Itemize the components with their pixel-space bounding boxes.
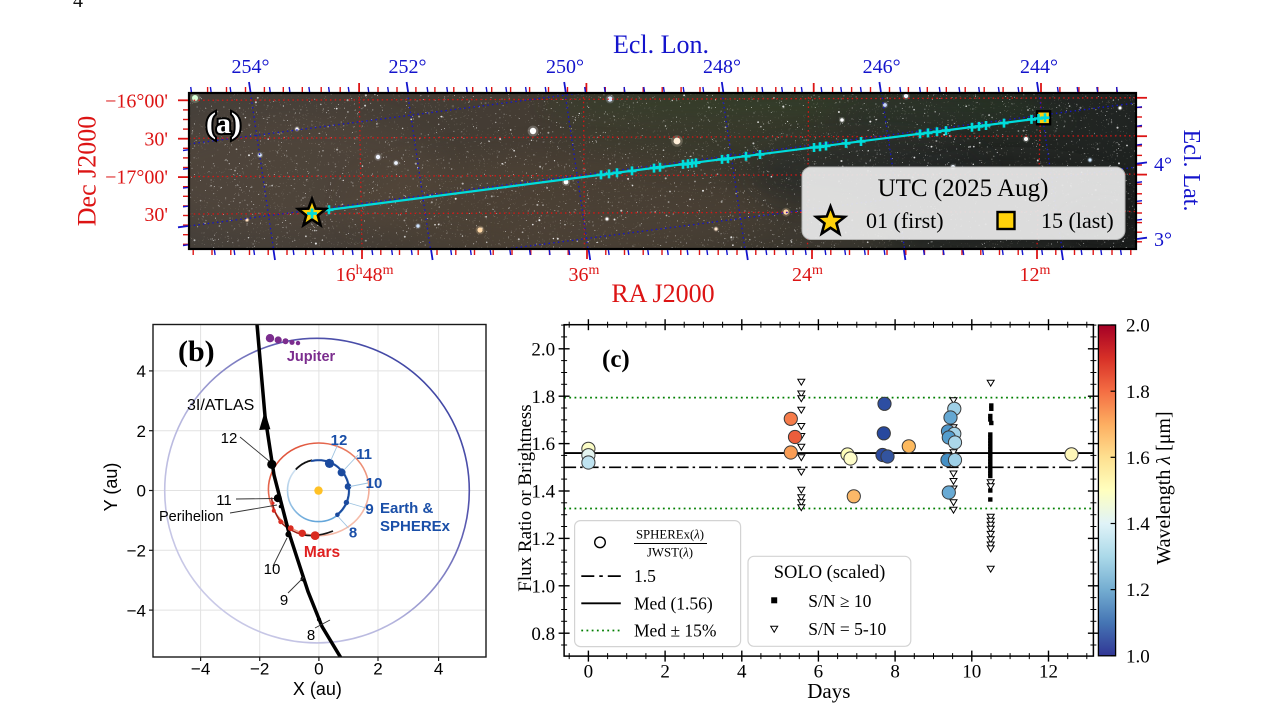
svg-text:12: 12 [1039,662,1058,683]
svg-text:−4: −4 [191,660,210,679]
svg-text:1.8: 1.8 [531,387,555,408]
svg-text:Mars: Mars [304,544,340,561]
svg-text:1.0: 1.0 [1126,646,1150,667]
svg-text:254°: 254° [232,56,270,78]
svg-text:−4: −4 [127,601,146,620]
svg-text:12: 12 [331,432,348,449]
svg-text:Jupiter: Jupiter [287,349,336,365]
svg-text:4: 4 [434,660,443,679]
svg-text:1.5: 1.5 [634,566,656,586]
svg-text:252°: 252° [389,56,427,78]
svg-text:248°: 248° [703,56,741,78]
svg-text:12: 12 [221,430,238,447]
svg-text:S/N = 5-10: S/N = 5-10 [808,619,886,639]
svg-text:Dec J2000: Dec J2000 [73,116,102,226]
svg-text:2.0: 2.0 [531,339,555,360]
svg-text:1.4: 1.4 [531,482,555,503]
svg-text:8: 8 [349,525,357,542]
svg-text:1.6: 1.6 [531,434,555,455]
svg-text:1.4: 1.4 [1126,514,1150,535]
svg-text:244°: 244° [1020,56,1058,78]
svg-text:01 (first): 01 (first) [866,208,944,233]
svg-text:1.6: 1.6 [1126,448,1150,469]
svg-text:0: 0 [314,660,323,679]
svg-text:0: 0 [137,482,146,501]
svg-text:0.8: 0.8 [531,624,555,645]
svg-text:2: 2 [660,662,670,683]
svg-text:Ecl. Lon.: Ecl. Lon. [613,30,709,59]
svg-text:9: 9 [280,592,288,609]
svg-text:Med (1.56): Med (1.56) [634,594,713,614]
svg-text:−2: −2 [250,660,269,679]
svg-text:11: 11 [356,446,372,463]
svg-text:−16°00': −16°00' [105,90,168,112]
svg-text:(c): (c) [602,346,630,373]
svg-text:4: 4 [137,362,146,381]
svg-text:RA J2000: RA J2000 [611,279,714,308]
svg-text:Ecl. Lat.: Ecl. Lat. [1178,130,1204,212]
svg-text:SOLO (scaled): SOLO (scaled) [774,563,885,583]
svg-text:246°: 246° [863,56,901,78]
svg-text:8: 8 [890,662,900,683]
svg-text:Days: Days [807,679,850,703]
svg-text:JWST(λ): JWST(λ) [647,546,693,560]
svg-text:10: 10 [366,475,383,492]
svg-text:Y (au): Y (au) [101,463,121,512]
svg-text:Wavelength λ [μm]: Wavelength λ [μm] [1153,411,1175,564]
svg-text:Earth &: Earth & [380,500,434,517]
svg-text:8: 8 [307,627,315,644]
svg-text:−17°00': −17°00' [105,167,168,189]
svg-text:Flux Ratio or Brightness: Flux Ratio or Brightness [515,404,536,591]
svg-text:1.0: 1.0 [531,576,555,597]
svg-text:SPHEREx: SPHEREx [380,518,451,535]
svg-text:1.8: 1.8 [1126,382,1150,403]
svg-text:16h48m: 16h48m [336,263,394,286]
svg-text:−2: −2 [127,542,146,561]
svg-text:10: 10 [962,662,981,683]
svg-text:S/N ≥ 10: S/N ≥ 10 [808,591,871,611]
svg-text:(b): (b) [178,335,215,368]
svg-text:4: 4 [73,0,83,12]
svg-text:3I/ATLAS: 3I/ATLAS [187,397,254,414]
svg-text:15 (last): 15 (last) [1041,208,1114,233]
svg-text:30': 30' [144,128,168,150]
svg-text:2: 2 [137,422,146,441]
svg-text:10: 10 [264,561,281,578]
svg-text:Med ± 15%: Med ± 15% [634,621,717,641]
svg-text:1.2: 1.2 [531,529,555,550]
svg-text:11: 11 [216,492,232,509]
svg-text:30': 30' [144,204,168,226]
svg-text:6: 6 [814,662,824,683]
svg-text:2.0: 2.0 [1126,316,1150,337]
svg-text:0: 0 [584,662,594,683]
svg-text:4°: 4° [1154,154,1172,176]
svg-text:UTC (2025 Aug): UTC (2025 Aug) [878,175,1049,202]
svg-text:9: 9 [365,501,373,518]
svg-text:1.2: 1.2 [1126,580,1150,601]
svg-text:Perihelion: Perihelion [159,509,224,525]
svg-text:X (au): X (au) [293,679,342,699]
svg-text:SPHEREx(λ): SPHEREx(λ) [636,528,704,542]
svg-text:4: 4 [737,662,747,683]
svg-text:250°: 250° [546,56,584,78]
svg-text:3°: 3° [1154,229,1172,251]
svg-text:2: 2 [373,660,382,679]
svg-text:(a): (a) [206,107,241,140]
